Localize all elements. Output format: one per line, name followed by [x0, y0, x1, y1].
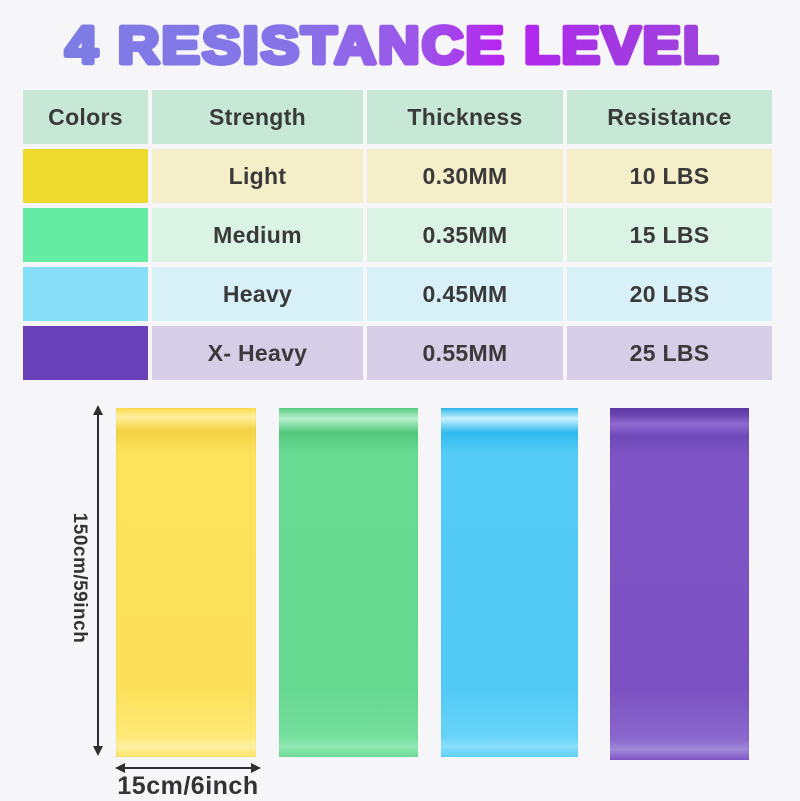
yellow-band	[116, 408, 256, 757]
page-title: 4 RESISTANCE LEVEL	[66, 17, 721, 75]
cell-resistance-light: 10 LBS	[567, 149, 772, 203]
cell-thickness-xheavy: 0.55MM	[367, 326, 563, 380]
header-colors: Colors	[23, 90, 148, 144]
cell-resistance-medium: 15 LBS	[567, 208, 772, 262]
height-arrow-line	[97, 412, 99, 749]
cell-strength-heavy: Heavy	[152, 267, 363, 321]
header-thickness: Thickness	[367, 90, 563, 144]
blue-band	[441, 408, 578, 757]
width-arrow-line	[124, 767, 252, 769]
arrow-right-icon	[251, 763, 261, 773]
arrow-up-icon	[93, 405, 103, 415]
cell-thickness-light: 0.30MM	[367, 149, 563, 203]
arrow-down-icon	[93, 746, 103, 756]
cell-thickness-medium: 0.35MM	[367, 208, 563, 262]
resistance-spec-table: Colors Strength Thickness Resistance Lig…	[23, 90, 772, 380]
header-strength: Strength	[152, 90, 363, 144]
cell-strength-xheavy: X- Heavy	[152, 326, 363, 380]
swatch-yellow	[23, 149, 148, 203]
swatch-purple	[23, 326, 148, 380]
title-gradient-art: 4 RESISTANCE LEVEL	[63, 15, 721, 78]
width-dimension-label: 15cm/6inch	[117, 772, 259, 800]
page-title-wrap: 4 RESISTANCE LEVEL	[0, 12, 800, 78]
height-dimension-label: 150cm/59inch	[69, 512, 90, 644]
green-band	[279, 408, 418, 757]
cell-resistance-heavy: 20 LBS	[567, 267, 772, 321]
swatch-green	[23, 208, 148, 262]
cell-strength-light: Light	[152, 149, 363, 203]
arrow-left-icon	[115, 763, 125, 773]
swatch-blue	[23, 267, 148, 321]
header-resistance: Resistance	[567, 90, 772, 144]
cell-resistance-xheavy: 25 LBS	[567, 326, 772, 380]
cell-strength-medium: Medium	[152, 208, 363, 262]
purple-band	[610, 408, 749, 760]
cell-thickness-heavy: 0.45MM	[367, 267, 563, 321]
